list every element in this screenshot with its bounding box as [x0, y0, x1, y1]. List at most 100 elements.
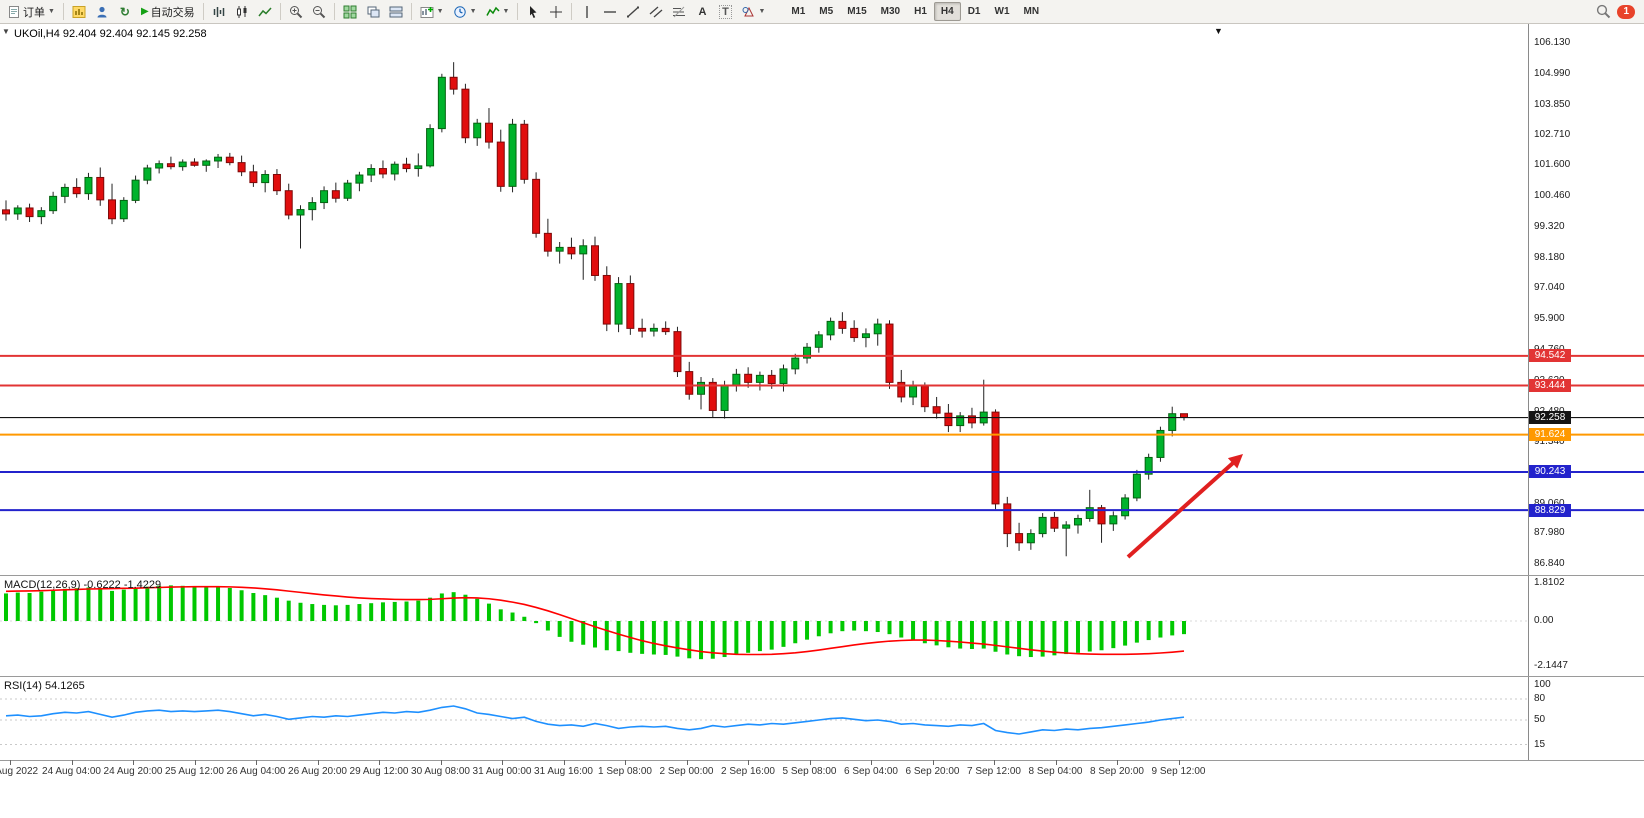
candle-body — [1085, 507, 1094, 519]
candle-body — [767, 374, 776, 384]
time-axis-tick — [256, 760, 257, 765]
horizontal-line-tool[interactable] — [599, 2, 621, 22]
notification-badge[interactable]: 1 — [1617, 4, 1635, 19]
profiles-button[interactable] — [91, 2, 113, 22]
candle-body — [661, 327, 670, 333]
candle-body — [49, 195, 58, 212]
trend-arrow[interactable] — [1126, 461, 1235, 559]
price-axis-label: 91.340 — [1534, 436, 1565, 448]
candle-body — [449, 76, 458, 90]
candle-body — [202, 160, 211, 166]
price-axis-label: 106.130 — [1534, 37, 1571, 48]
candle-body — [673, 331, 682, 373]
trendline-tool[interactable] — [622, 2, 644, 22]
chart-shift-marker: ▼ — [1214, 26, 1223, 36]
candle-body — [378, 168, 387, 175]
candle-body — [697, 381, 706, 395]
fibonacci-tool[interactable] — [668, 2, 690, 22]
candle-body — [626, 283, 635, 329]
autotrading-button[interactable]: ▶ 自动交易 — [137, 2, 199, 22]
cascade-windows-button[interactable] — [362, 2, 384, 22]
timeframe-button-M5[interactable]: M5 — [819, 6, 834, 17]
candlestick-chart-button[interactable] — [231, 2, 253, 22]
toolbar-separator — [517, 3, 519, 20]
tile-windows-icon — [343, 5, 357, 18]
candle-body — [567, 246, 576, 255]
indicators-button[interactable]: ▼ — [482, 2, 514, 22]
shapes-tool[interactable]: ▼ — [737, 2, 769, 22]
rsi-scale-label: 50 — [1534, 714, 1546, 725]
time-axis-tick — [71, 760, 73, 765]
periods-button[interactable]: ▼ — [449, 2, 481, 22]
timeframe-button-H4[interactable]: H4 — [933, 2, 961, 21]
candle-body — [873, 323, 882, 335]
candle-body — [320, 190, 329, 204]
one-click-trading-toggle[interactable]: ▼ — [2, 27, 10, 36]
clock-icon — [453, 5, 466, 18]
candle-body — [1168, 413, 1177, 431]
channel-tool[interactable] — [645, 2, 667, 22]
chart-window[interactable]: ▼ UKOil,H4 92.404 92.404 92.145 92.258 ▼… — [0, 24, 1644, 818]
time-axis-tick — [1117, 760, 1118, 765]
candlestick-chart-icon — [236, 5, 247, 18]
timeframe-button-M15[interactable]: M15 — [847, 6, 867, 17]
new-order-label: 订单 — [23, 6, 45, 19]
crosshair-button[interactable] — [545, 2, 567, 22]
candle-body — [131, 179, 140, 201]
new-chart-button[interactable] — [68, 2, 90, 22]
text-tool[interactable]: A — [691, 2, 713, 22]
time-axis-label: 9 Sep 12:00 — [1151, 766, 1206, 777]
time-axis-tick — [194, 760, 196, 765]
candle-body — [838, 320, 847, 329]
candle-body — [261, 173, 270, 184]
candle-body — [602, 274, 611, 325]
zoom-out-icon — [312, 5, 325, 18]
line-chart-button[interactable] — [254, 2, 276, 22]
trend-arrow-head[interactable] — [1227, 454, 1243, 469]
candle-body — [520, 123, 529, 180]
candle-body — [1156, 429, 1165, 458]
time-axis-label: 31 Aug 00:00 — [472, 766, 532, 777]
rsi-value: 54.1265 — [44, 680, 85, 692]
timeframe-button-M30[interactable]: M30 — [880, 6, 901, 17]
price-axis-label: 103.850 — [1534, 98, 1571, 110]
add-chart-button[interactable]: ▼ — [416, 2, 448, 22]
price-axis-label: 101.600 — [1534, 159, 1571, 171]
timeframe-button-H1[interactable]: H1 — [914, 6, 927, 17]
time-axis-tick — [748, 760, 749, 765]
bar-chart-button[interactable] — [208, 2, 230, 22]
search-icon[interactable] — [1596, 4, 1611, 19]
candle-body — [1003, 503, 1012, 535]
profile-icon — [97, 6, 107, 17]
time-axis-label: 6 Sep 20:00 — [905, 766, 960, 777]
macd-pane-splitter[interactable] — [0, 575, 1644, 576]
candle-body — [1073, 517, 1082, 526]
vertical-line-tool[interactable] — [576, 2, 598, 22]
candle-body — [967, 415, 976, 424]
timeframe-button-D1[interactable]: D1 — [967, 6, 981, 17]
macd-name: MACD(12,26,9) — [4, 579, 81, 591]
toolbar-separator — [571, 3, 573, 20]
chart-canvas[interactable] — [0, 24, 1644, 818]
cursor-button[interactable] — [522, 2, 544, 22]
zoom-in-button[interactable] — [285, 2, 307, 22]
tile-windows-button[interactable] — [339, 2, 361, 22]
candle-body — [461, 88, 470, 139]
time-axis-label: 31 Aug 16:00 — [534, 766, 593, 777]
timeframe-button-W1[interactable]: W1 — [994, 6, 1010, 17]
candle-body — [708, 381, 717, 411]
rsi-pane-splitter[interactable] — [0, 676, 1644, 677]
candle-body — [496, 141, 505, 187]
toolbar-right-group: 1 — [1596, 4, 1641, 19]
timeframe-button-MN[interactable]: MN — [1023, 6, 1040, 17]
candle-body — [484, 122, 493, 143]
tile-horizontal-button[interactable] — [385, 2, 407, 22]
zoom-out-button[interactable] — [308, 2, 330, 22]
new-order-button[interactable]: 订单 ▼ — [3, 2, 59, 22]
chevron-down-icon: ▼ — [502, 8, 510, 15]
label-tool[interactable]: T — [714, 2, 736, 22]
refresh-button[interactable]: ↻ — [114, 2, 136, 22]
line-chart-icon — [258, 6, 272, 16]
timeframe-button-M1[interactable]: M1 — [791, 6, 806, 17]
candle-body — [1132, 473, 1141, 499]
